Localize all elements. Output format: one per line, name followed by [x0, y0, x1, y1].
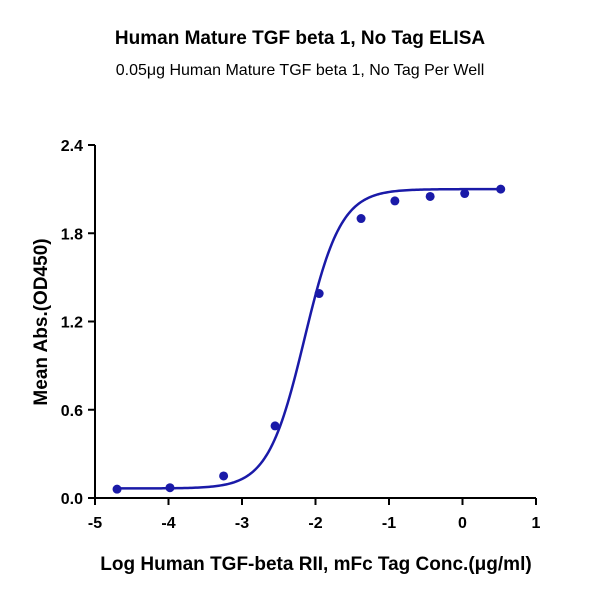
data-point: [165, 483, 175, 493]
axes: -5 -4 -3 -2 -1 0 1 0.0 0.6 1.2 1.8 2.4: [61, 138, 541, 532]
fit-curve: [117, 187, 501, 490]
y-tick-label: 1.2: [61, 315, 83, 332]
data-point: [270, 421, 280, 431]
y-tick-label: 0.0: [61, 491, 83, 508]
x-tick-label: -1: [382, 515, 396, 532]
y-axis-title: Mean Abs.(OD450): [31, 238, 52, 405]
data-point: [356, 214, 366, 224]
y-tick-label: 1.8: [61, 226, 83, 243]
data-point: [460, 189, 470, 199]
data-point: [112, 484, 122, 494]
data-point: [390, 196, 400, 206]
x-tick-label: -5: [88, 515, 102, 532]
x-axis-title: Log Human TGF-beta RII, mFc Tag Conc.(μg…: [100, 554, 531, 575]
y-tick-label: 2.4: [61, 138, 83, 155]
chart-title: Human Mature TGF beta 1, No Tag ELISA: [114, 28, 486, 49]
data-points: [112, 184, 506, 494]
x-tick-label: -3: [235, 515, 249, 532]
fit-curve-layer: [117, 187, 501, 490]
y-tick-label: 0.6: [61, 403, 83, 420]
data-point: [219, 471, 229, 481]
x-tick-label: -4: [161, 515, 175, 532]
chart-subtitle: 0.05μg Human Mature TGF beta 1, No Tag P…: [115, 62, 485, 79]
data-point: [496, 184, 506, 194]
x-tick-label: 0: [458, 515, 467, 532]
data-point: [425, 191, 435, 201]
x-tick-label: -2: [308, 515, 322, 532]
x-tick-label: 1: [532, 515, 541, 532]
data-point: [314, 289, 324, 299]
